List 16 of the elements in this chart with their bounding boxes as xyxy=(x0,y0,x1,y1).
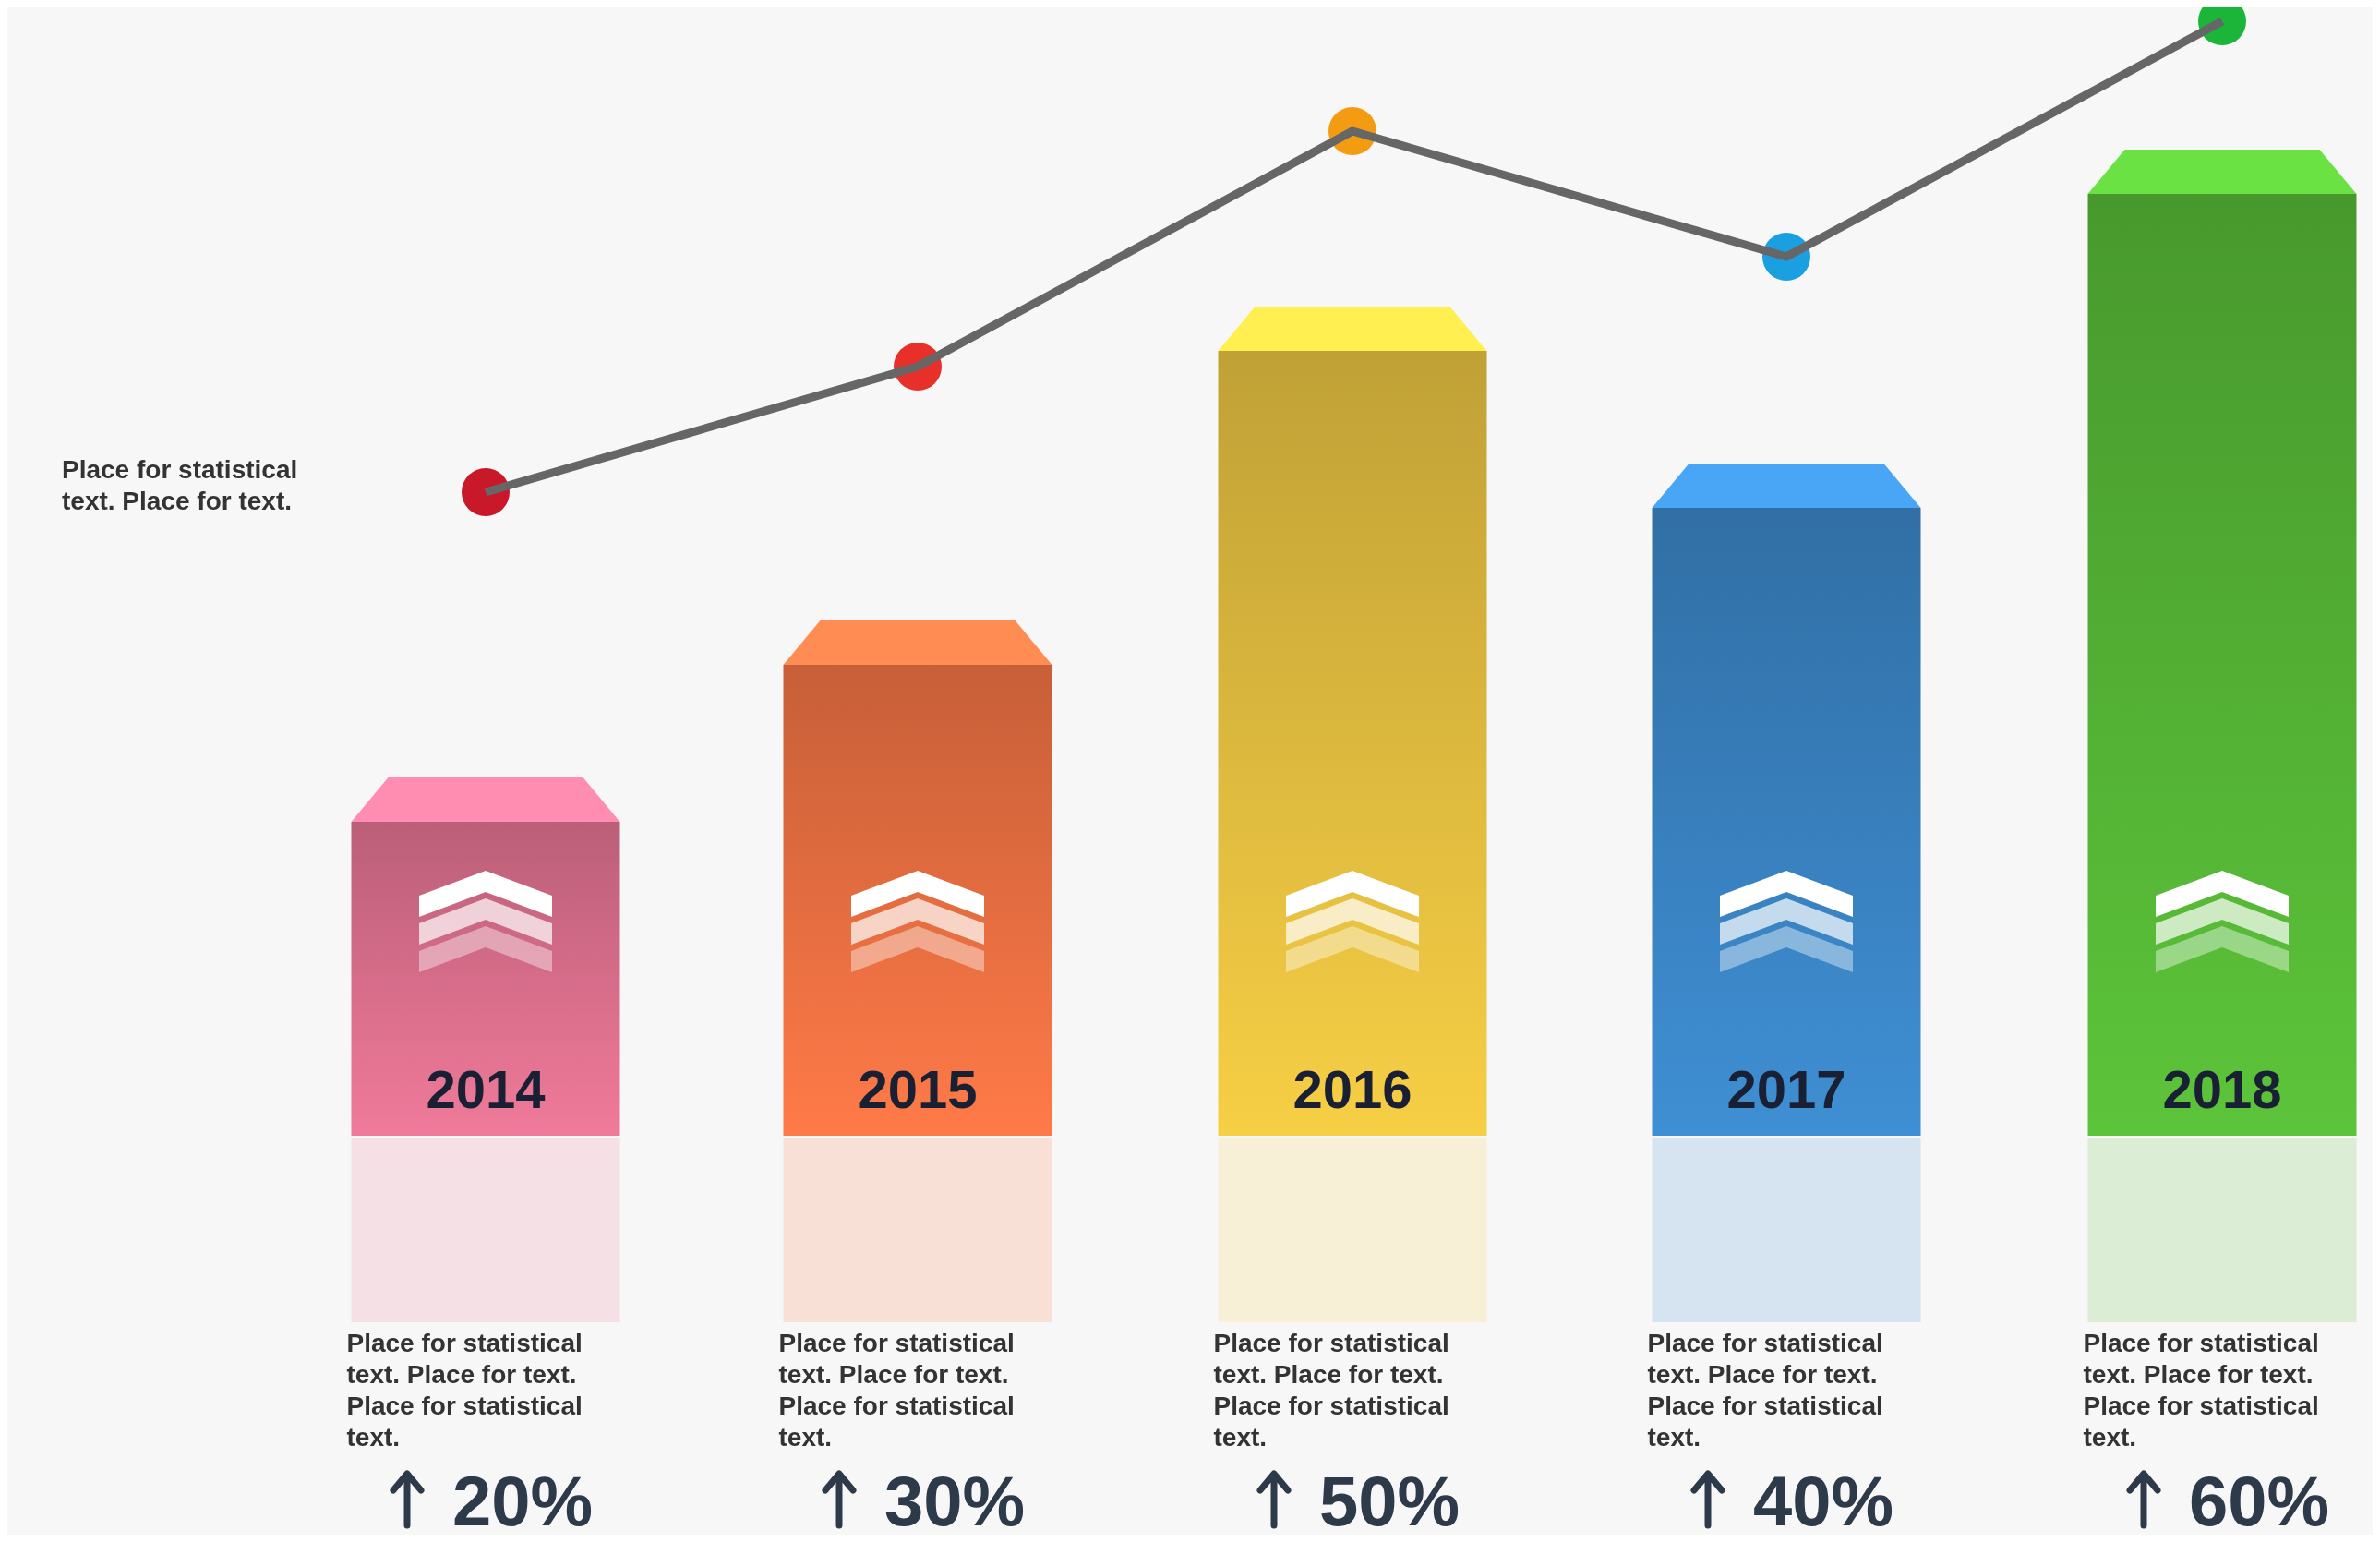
data-label: 60% xyxy=(2188,1462,2330,1540)
x-tick-label: 2015 xyxy=(858,1059,978,1119)
x-tick-label: 2017 xyxy=(1726,1059,1846,1119)
data-label: 30% xyxy=(883,1462,1026,1540)
text: Place for statistical text. Place for text. Place for statistical text. xyxy=(346,1329,583,1452)
text: Place for statistical text. Place for text. Place for statistical text. xyxy=(2083,1329,2319,1452)
text: Place for statistical text. Place for text. Place for statistical text. xyxy=(1647,1329,1883,1452)
data-label: 50% xyxy=(1318,1462,1460,1540)
x-tick-label: 2014 xyxy=(426,1059,546,1119)
text: Place for statistical text. Place for text. Place for statistical text. xyxy=(778,1329,1015,1452)
annotation: Place for statistical text. Place for text. xyxy=(62,455,298,515)
x-tick-label: 2016 xyxy=(1292,1059,1412,1119)
text: Place for statistical text. Place for text. Place for statistical text. xyxy=(1213,1329,1449,1452)
data-label: 20% xyxy=(451,1462,594,1540)
data-label: 40% xyxy=(1752,1462,1894,1540)
x-tick-label: 2018 xyxy=(2162,1059,2282,1119)
